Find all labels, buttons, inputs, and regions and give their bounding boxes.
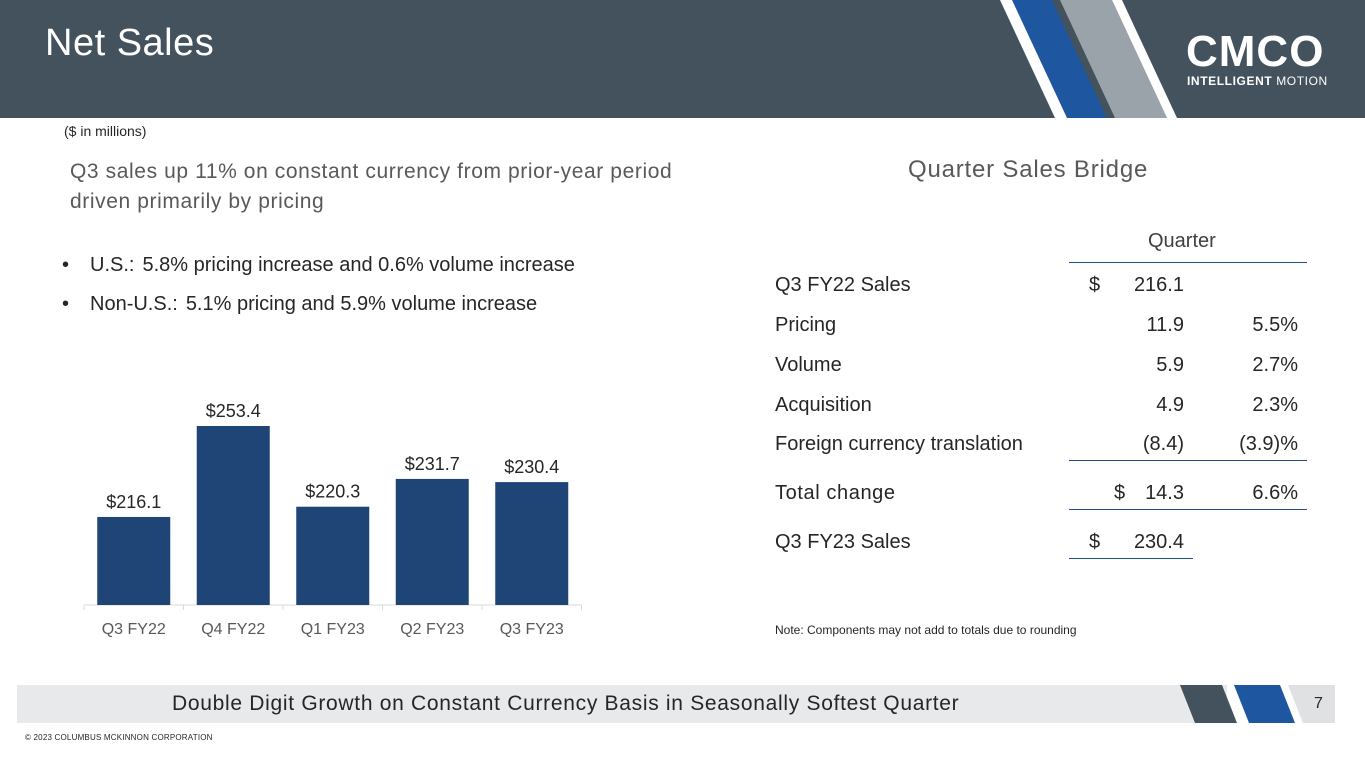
rounding-note: Note: Components may not add to totals d… bbox=[775, 623, 1077, 637]
row-value: 230.4 bbox=[1133, 531, 1184, 553]
units-note: ($ in millions) bbox=[64, 123, 147, 139]
final-rule bbox=[1069, 558, 1193, 559]
x-tick-label: Q3 FY23 bbox=[500, 621, 564, 638]
row-value: 11.9 bbox=[1146, 314, 1184, 336]
headline: Q3 sales up 11% on constant currency fro… bbox=[70, 160, 673, 213]
footer-stripes bbox=[1180, 685, 1335, 723]
page-title: Net Sales bbox=[45, 22, 215, 64]
data-label: $253.4 bbox=[206, 401, 261, 421]
row-value: (8.4) bbox=[1142, 433, 1184, 455]
logo-tag-rest: MOTION bbox=[1276, 74, 1328, 88]
row-dollar: $ bbox=[1089, 274, 1101, 296]
stripe-white-2 bbox=[1112, 0, 1177, 118]
footer-stripe-dark bbox=[1180, 685, 1237, 723]
bar-q4-fy22 bbox=[196, 426, 270, 605]
total-rule bbox=[1069, 509, 1307, 510]
logo-tag-bold: INTELLIGENT bbox=[1187, 74, 1273, 88]
data-label: $216.1 bbox=[106, 492, 161, 512]
data-label: $231.7 bbox=[405, 454, 460, 474]
row-label: Foreign currency translation bbox=[775, 433, 1023, 455]
net-sales-bar-chart: $216.1 Q3 FY22 $253.4 Q4 FY22 $220.3 Q1 FY23 $… bbox=[83, 401, 582, 638]
row-label: Total change bbox=[775, 482, 896, 504]
row-value: 216.1 bbox=[1133, 274, 1184, 296]
company-logo: CMCO bbox=[1186, 27, 1325, 76]
bullet-text: 5.8% pricing increase and 0.6% volume in… bbox=[142, 254, 575, 276]
bullet-dot: • bbox=[62, 293, 70, 315]
bridge-title: Quarter Sales Bridge bbox=[908, 156, 1149, 183]
x-tick-label: Q3 FY22 bbox=[102, 621, 166, 638]
footer-tagline: Double Digit Growth on Constant Currency… bbox=[172, 692, 960, 715]
row-pct: 5.5% bbox=[1252, 314, 1298, 336]
row-pct: (3.9)% bbox=[1239, 433, 1298, 455]
bullet-label: Non-U.S.: bbox=[90, 293, 178, 315]
footer-page-box bbox=[1288, 685, 1335, 723]
row-dollar: $ bbox=[1089, 531, 1101, 553]
bullet-list: • U.S.: 5.8% pricing increase and 0.6% vol… bbox=[62, 246, 575, 324]
row-label: Volume bbox=[775, 354, 842, 376]
x-tick-label: Q1 FY23 bbox=[301, 621, 365, 638]
bar-q2-fy23 bbox=[395, 478, 469, 605]
x-tick-label: Q4 FY22 bbox=[201, 621, 265, 638]
page-number: 7 bbox=[1314, 695, 1323, 712]
header-rule bbox=[1069, 262, 1307, 263]
stripe-grey bbox=[1060, 0, 1167, 118]
stripe-blue bbox=[1012, 0, 1107, 118]
header-stripes bbox=[1000, 0, 1177, 118]
row-pct: 2.7% bbox=[1252, 354, 1298, 376]
data-label: $220.3 bbox=[305, 482, 360, 502]
bar-q1-fy23 bbox=[296, 506, 370, 605]
footer-stripe-blue bbox=[1234, 685, 1295, 723]
bar-q3-fy22 bbox=[97, 516, 171, 605]
bullet-item-non-us: • Non-U.S.: 5.1% pricing and 5.9% volume i… bbox=[62, 285, 575, 324]
copyright: © 2023 COLUMBUS MCKINNON CORPORATION bbox=[25, 733, 213, 742]
logo-tagline: INTELLIGENT MOTION bbox=[1187, 74, 1328, 88]
footer-band bbox=[17, 685, 1227, 723]
row-dollar: $ bbox=[1114, 482, 1126, 504]
row-label: Pricing bbox=[775, 314, 837, 336]
row-label: Q3 FY23 Sales bbox=[775, 531, 911, 553]
row-pct: 6.6% bbox=[1252, 482, 1298, 504]
bullet-text: 5.1% pricing and 5.9% volume increase bbox=[185, 293, 538, 315]
row-value: 5.9 bbox=[1156, 354, 1184, 376]
x-tick-label: Q2 FY23 bbox=[400, 621, 464, 638]
bridge-column-header: Quarter bbox=[1148, 230, 1216, 252]
subtotal-rule bbox=[1069, 460, 1307, 461]
row-value: 4.9 bbox=[1156, 394, 1184, 416]
row-pct: 2.3% bbox=[1252, 394, 1298, 416]
row-value: 14.3 bbox=[1145, 482, 1184, 504]
bullet-label: U.S.: bbox=[90, 254, 135, 276]
bullet-dot: • bbox=[62, 254, 70, 276]
row-label: Acquisition bbox=[775, 394, 872, 416]
bullet-item-us: • U.S.: 5.8% pricing increase and 0.6% vol… bbox=[62, 246, 575, 285]
data-label: $230.4 bbox=[504, 457, 559, 477]
row-label: Q3 FY22 Sales bbox=[775, 274, 911, 296]
bar-q3-fy23 bbox=[495, 482, 569, 605]
